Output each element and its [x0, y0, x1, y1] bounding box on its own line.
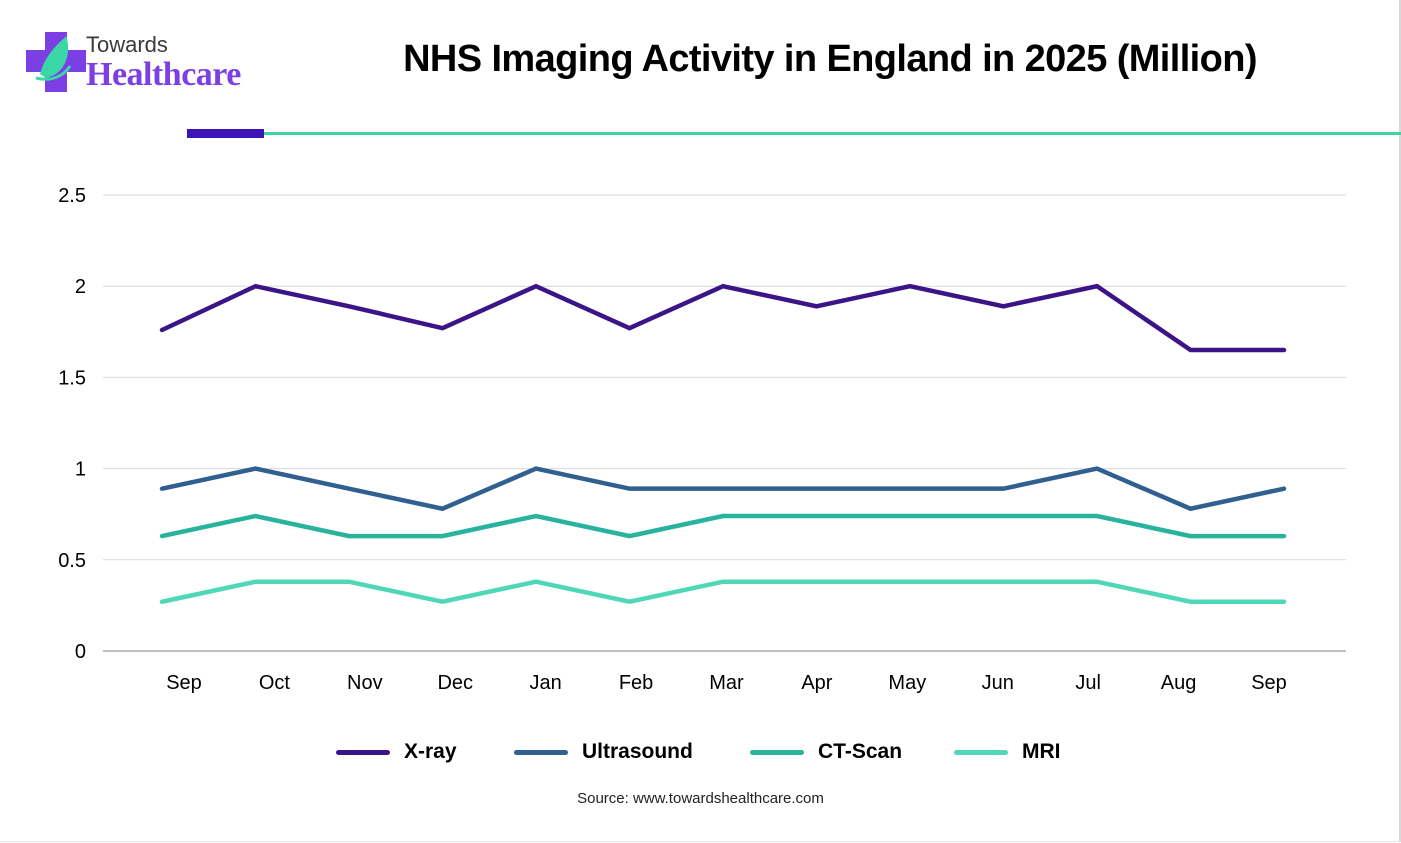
series-line-ctscan [159, 513, 1287, 539]
legend-swatch-ultrasound [514, 749, 568, 755]
legend-label-mri: MRI [1022, 740, 1061, 763]
x-tick-label: Sep [166, 672, 202, 694]
x-tick-label: Nov [347, 672, 383, 694]
source-note: Source: www.towardshealthcare.com [577, 790, 824, 807]
series-line-xray [159, 283, 1287, 353]
y-tick-label: 2 [75, 276, 86, 298]
logo-text-healthcare: Healthcare [86, 56, 241, 93]
y-tick-label: 1.5 [58, 367, 86, 389]
legend-swatch-mri [954, 749, 1008, 755]
legend-swatch-xray [336, 749, 390, 755]
x-tick-label: Aug [1161, 672, 1197, 694]
x-tick-label: May [888, 672, 926, 694]
legend-item-xray: X-ray [336, 735, 457, 769]
x-tick-label: Jun [982, 672, 1014, 694]
legend-swatch-ctscan [750, 749, 804, 755]
x-tick-label: Oct [259, 672, 291, 694]
legend-label-xray: X-ray [404, 740, 457, 763]
x-tick-label: Apr [801, 672, 832, 694]
brand-logo: Towards Healthcare [26, 30, 266, 100]
legend-item-ultrasound: Ultrasound [514, 735, 693, 769]
x-tick-label: Jul [1075, 672, 1101, 694]
x-tick-label: Feb [619, 672, 653, 694]
series-line-mri [159, 579, 1287, 605]
y-tick-label: 1 [75, 459, 86, 481]
x-tick-label: Mar [709, 672, 744, 694]
x-tick-label: Sep [1251, 672, 1287, 694]
logo-text-towards: Towards [86, 32, 168, 57]
chart-title: NHS Imaging Activity in England in 2025 … [403, 38, 1257, 80]
y-tick-label: 0 [75, 641, 86, 663]
x-tick-label: Jan [530, 672, 562, 694]
y-axis-ticks: 0 0.5 1 1.5 2 2.5 [58, 185, 86, 663]
title-accent-bar [187, 129, 264, 138]
series-line-ultrasound [159, 466, 1287, 512]
title-underline [264, 132, 1401, 135]
x-axis-ticks: Sep Oct Nov Dec Jan Feb Mar Apr May Jun Jul Aug Sep [166, 672, 1287, 694]
legend-label-ultrasound: Ultrasound [582, 740, 693, 763]
y-tick-label: 0.5 [58, 550, 86, 572]
x-tick-label: Dec [437, 672, 473, 694]
gridlines [103, 194, 1346, 652]
series-lines [159, 283, 1287, 605]
legend-label-ctscan: CT-Scan [818, 740, 903, 763]
legend-item-ctscan: CT-Scan [750, 735, 902, 769]
plus-leaf-icon [26, 32, 86, 92]
y-tick-label: 2.5 [58, 185, 86, 207]
legend: X-ray Ultrasound CT-Scan MRI [330, 735, 1090, 769]
legend-item-mri: MRI [954, 735, 1061, 769]
